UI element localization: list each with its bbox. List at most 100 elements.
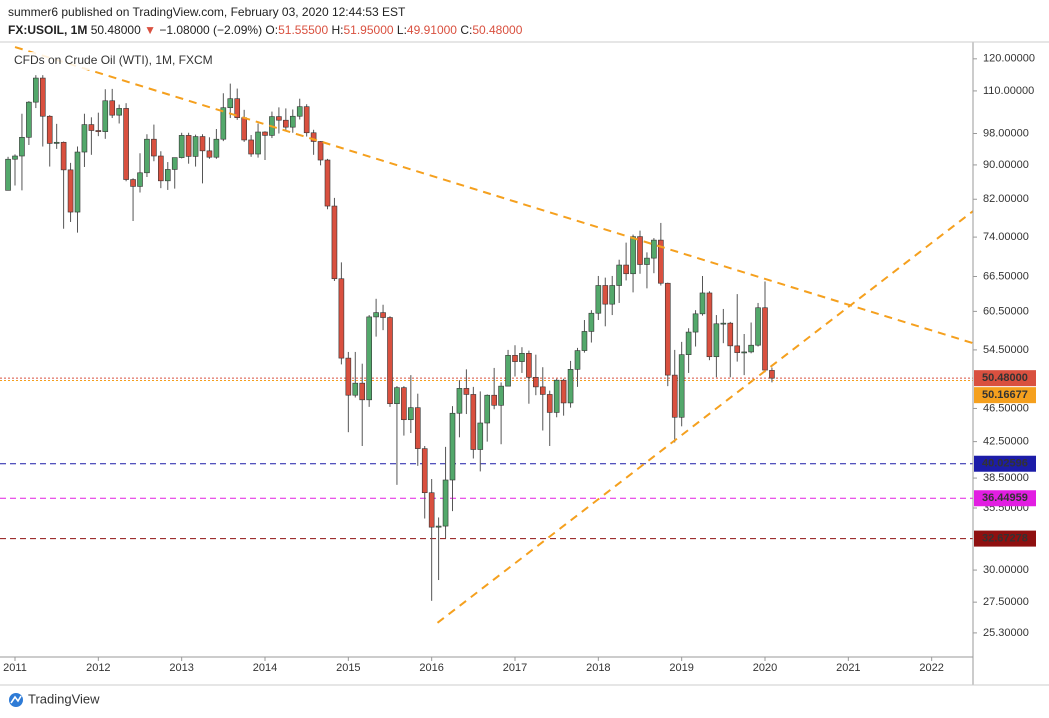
y-tick-label: 30.00000: [983, 564, 1029, 576]
candle-body: [283, 119, 289, 128]
candle-body: [26, 101, 32, 138]
candle-body: [88, 124, 95, 131]
candle-body: [248, 139, 254, 155]
candle-body: [595, 285, 602, 314]
ohlc-value: 51.55500: [278, 23, 328, 37]
candle-body: [581, 331, 588, 351]
candle-body: [678, 354, 685, 418]
legend: CFDs on Crude Oil (WTI), 1M, FXCM: [14, 53, 213, 67]
candle-body: [526, 353, 532, 378]
x-tick-label: 2014: [253, 662, 277, 674]
candle-body: [553, 379, 560, 413]
x-tick-label: 2015: [336, 662, 360, 674]
candle-body: [762, 307, 768, 371]
x-tick-label: 2020: [753, 662, 777, 674]
change-arrow: ▼: [144, 23, 156, 37]
y-tick-label: 54.50000: [983, 344, 1029, 356]
y-tick-label: 98.00000: [983, 127, 1029, 139]
level-label: 50.48000: [982, 372, 1028, 384]
level-label-bg: [974, 455, 1036, 472]
candle-body: [512, 355, 518, 362]
candle-body: [630, 236, 636, 275]
candle-body: [769, 370, 775, 379]
candle-body: [428, 492, 435, 528]
candle-body: [609, 285, 616, 305]
candle-body: [164, 169, 171, 182]
candle-body: [456, 388, 463, 414]
level-label: 40.02596: [982, 458, 1028, 470]
candle-body: [310, 132, 317, 142]
y-tick-label: 25.30000: [983, 627, 1029, 639]
candle-body: [734, 345, 741, 353]
brand: TradingView: [28, 691, 100, 706]
x-tick-label: 2016: [419, 662, 443, 674]
candle-body: [491, 394, 497, 406]
candle-body: [130, 179, 136, 187]
x-tick-label: 2013: [169, 662, 193, 674]
candle-body: [213, 138, 220, 158]
level-label-bg: [974, 530, 1036, 547]
candle-body: [449, 412, 456, 481]
ohlc-label: O:: [265, 23, 278, 37]
y-tick-label: 66.50000: [983, 270, 1029, 282]
y-tick-label: 74.00000: [983, 231, 1029, 243]
candle-body: [352, 382, 359, 396]
candle-body: [699, 292, 706, 315]
y-tick-label: 38.50000: [983, 472, 1029, 484]
symbol-line: FX:USOIL, 1M 50.48000 ▼ −1.08000 (−2.09%…: [8, 23, 523, 37]
candle-body: [60, 141, 67, 171]
candle-body: [19, 136, 25, 157]
candle-body: [144, 138, 150, 174]
candle-body: [171, 157, 178, 170]
candle-body: [151, 138, 157, 157]
candle-body: [324, 159, 331, 207]
candle-body: [692, 313, 699, 333]
candle-body: [262, 131, 268, 136]
candle-body: [199, 136, 206, 152]
candle-body: [706, 292, 713, 358]
y-tick-label: 27.50000: [983, 596, 1029, 608]
candle-body: [567, 369, 574, 404]
candle-body: [67, 169, 74, 213]
candle-body: [560, 379, 567, 404]
level-label: 50.16677: [982, 389, 1028, 401]
candle-body: [658, 239, 664, 284]
candle-body: [206, 150, 213, 158]
candle-body: [685, 331, 692, 355]
candle-body: [276, 116, 282, 121]
candle-body: [539, 386, 546, 395]
candle-body: [158, 155, 164, 182]
candle-body: [713, 323, 720, 358]
candle-body: [477, 422, 484, 450]
level-label: 36.44959: [982, 492, 1028, 504]
candle-body: [338, 278, 345, 359]
y-tick-label: 110.00000: [983, 85, 1034, 97]
candle-body: [116, 108, 122, 116]
candle-body: [359, 382, 366, 401]
candle-body: [651, 239, 657, 259]
candle-body: [748, 344, 754, 353]
candle-body: [602, 285, 609, 305]
candle-body: [498, 385, 504, 406]
candle-body: [519, 353, 525, 362]
candle-body: [33, 77, 39, 103]
candle-body: [637, 236, 643, 265]
candle-body: [39, 77, 46, 117]
candle-body: [345, 357, 352, 396]
y-tick-label: 120.00000: [983, 53, 1035, 65]
candle-body: [387, 317, 393, 405]
brand-logo: [9, 693, 23, 707]
candle-body: [95, 130, 102, 132]
x-tick-label: 2021: [836, 662, 860, 674]
trend-line: [436, 210, 974, 624]
candle-body: [373, 312, 379, 318]
level-label-bg: [974, 490, 1036, 507]
candle-body: [137, 172, 143, 187]
candle-body: [178, 135, 185, 158]
trend-line: [14, 46, 974, 345]
x-tick-label: 2018: [586, 662, 610, 674]
candle-body: [644, 257, 650, 265]
candle-body: [463, 388, 470, 395]
x-tick-label: 2011: [3, 662, 27, 674]
candle-body: [227, 98, 234, 109]
